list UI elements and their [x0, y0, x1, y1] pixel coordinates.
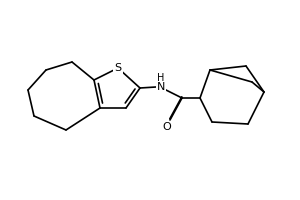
Text: S: S — [114, 63, 122, 73]
Text: H: H — [157, 73, 165, 83]
Text: O: O — [163, 122, 171, 132]
Text: N: N — [157, 82, 165, 92]
